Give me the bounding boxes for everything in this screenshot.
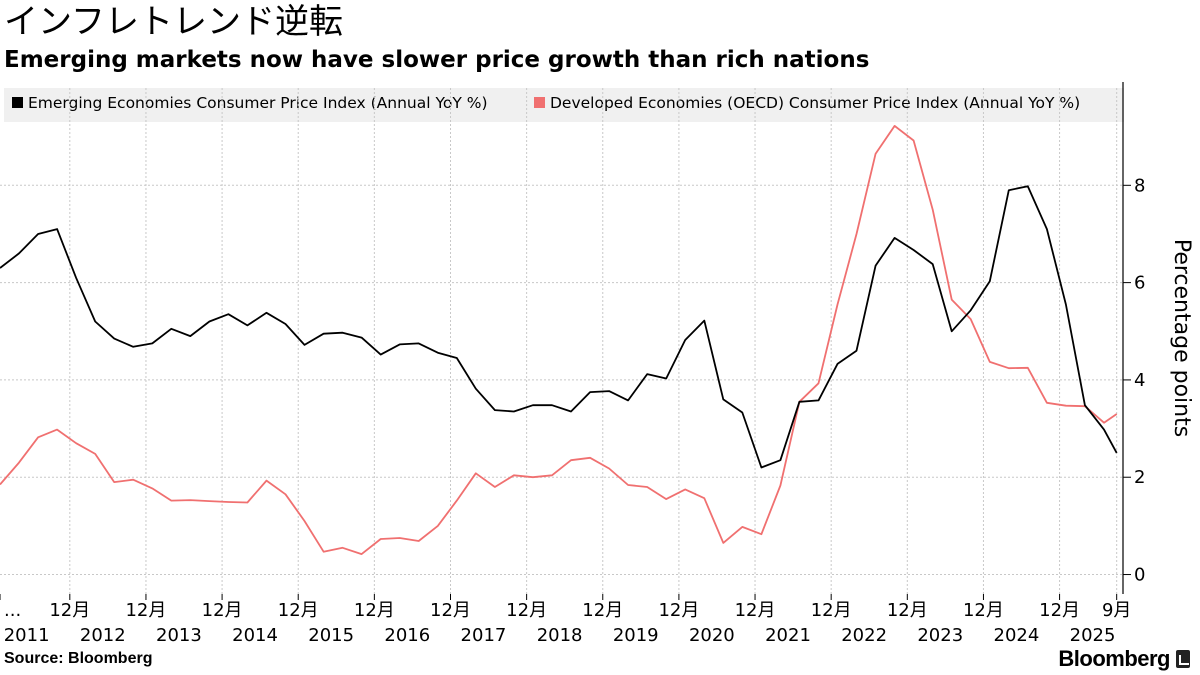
x-tick-label: ...	[4, 600, 21, 621]
x-tick-label: 12月	[1039, 600, 1080, 621]
x-tick-label: 12月	[735, 600, 776, 621]
x-year-label: 2017	[461, 625, 507, 646]
brand-logo: Bloomberg	[1058, 646, 1190, 672]
y-tick-label: 4	[1134, 370, 1145, 391]
x-tick-label: 12月	[963, 600, 1004, 621]
legend-label-emerging: Emerging Economies Consumer Price Index …	[28, 94, 488, 112]
y-tick-label: 0	[1134, 565, 1145, 586]
x-tick-label: 12月	[278, 600, 319, 621]
source-note: Source: Bloomberg	[4, 650, 153, 667]
legend-label-developed: Developed Economies (OECD) Consumer Pric…	[550, 94, 1080, 112]
legend-background	[4, 88, 1124, 122]
grid	[0, 88, 1123, 594]
x-year-label: 2020	[689, 625, 735, 646]
x-year-label: 2024	[994, 625, 1040, 646]
page-title: インフレトレンド逆転	[4, 2, 343, 42]
y-axis: 0 2 4 6 8	[1122, 82, 1145, 594]
legend-swatch-developed	[534, 97, 545, 108]
x-year-label: 2018	[537, 625, 583, 646]
x-tick-label: 12月	[887, 600, 928, 621]
x-tick-label: 12月	[49, 600, 90, 621]
x-year-label: 2019	[613, 625, 659, 646]
x-year-label: 2025	[1070, 625, 1116, 646]
y-axis-label: Percentage points	[1169, 239, 1194, 437]
x-year-label: 2022	[841, 625, 887, 646]
x-tick-label: 12月	[506, 600, 547, 621]
brand-label: Bloomberg	[1058, 646, 1170, 671]
x-tick-label: 12月	[658, 600, 699, 621]
x-tick-label: 12月	[430, 600, 471, 621]
series-lines	[0, 125, 1118, 555]
bloomberg-mark-icon	[1176, 650, 1190, 668]
x-tick-label: 9月	[1102, 600, 1131, 621]
y-tick-label: 6	[1134, 273, 1145, 294]
x-year-label: 2023	[917, 625, 963, 646]
x-year-label: 2013	[156, 625, 202, 646]
x-tick-label: 12月	[354, 600, 395, 621]
x-tick-label: 12月	[582, 600, 623, 621]
y-tick-label: 2	[1134, 467, 1145, 488]
y-tick-label: 8	[1134, 175, 1145, 196]
x-year-label: 2021	[765, 625, 811, 646]
x-year-label: 2015	[308, 625, 354, 646]
series-line-developed	[0, 125, 1118, 555]
x-year-label: 2011	[4, 625, 50, 646]
x-year-label: 2014	[232, 625, 278, 646]
page-subtitle: Emerging markets now have slower price g…	[4, 47, 870, 73]
legend: Emerging Economies Consumer Price Index …	[4, 88, 1124, 122]
series-line-emerging	[0, 185, 1118, 469]
x-tick-label: 12月	[202, 600, 243, 621]
legend-swatch-emerging	[12, 97, 23, 108]
x-year-label: 2012	[80, 625, 126, 646]
x-axis: ... 12月 12月 12月 12月 12月 12月 12月 12月 12月 12月 12月 12月 1…	[0, 594, 1131, 646]
x-year-label: 2016	[384, 625, 430, 646]
x-tick-label: 12月	[125, 600, 166, 621]
x-tick-label: 12月	[811, 600, 852, 621]
